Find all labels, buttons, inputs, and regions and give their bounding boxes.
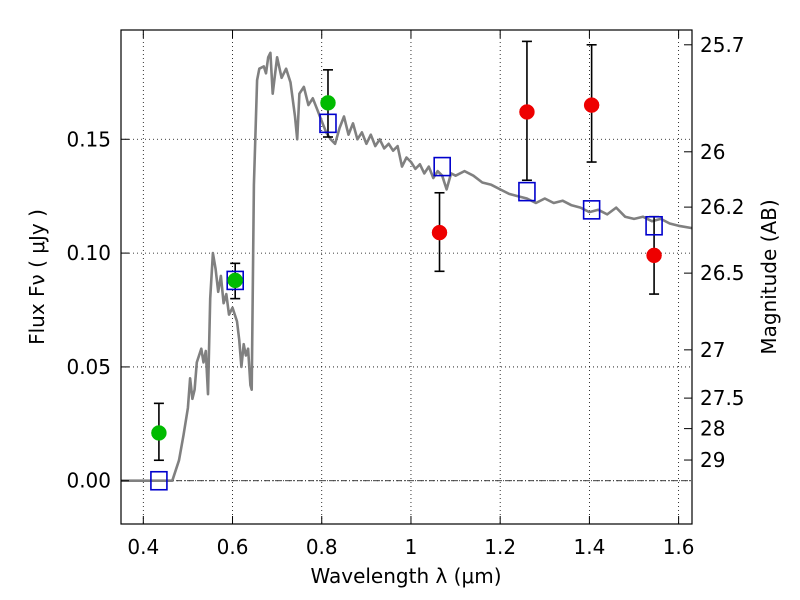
synthetic-flux-square [226, 270, 244, 291]
detection-point-green [320, 95, 336, 111]
x-axis-label: Wavelength λ (μm) [310, 564, 501, 588]
x-tick-label: 0.8 [306, 535, 338, 559]
synthetic-flux-square [433, 156, 451, 177]
y-tick-label: 0.00 [66, 469, 111, 493]
mag-tick-label: 28 [700, 417, 725, 441]
detection-point-red [519, 104, 535, 120]
detection-point-red [646, 247, 662, 264]
synthetic-flux-square [150, 470, 168, 491]
mag-tick-label: 26.2 [700, 195, 745, 219]
x-tick-label: 0.6 [217, 535, 249, 559]
x-tick-label: 1.2 [484, 535, 516, 559]
detection-point-red [431, 224, 448, 241]
ticks-layer: 0.4 0.6 0.8 1 1.2 1.4 1.6 0.00 0.05 0.10 0.15 25.7 2… [66, 30, 745, 559]
synthetic-photometry-layer [150, 113, 663, 491]
x-tick-label: 1 [405, 535, 418, 559]
mag-tick-label: 27.5 [700, 386, 745, 410]
y-tick-label: 0.05 [66, 355, 111, 379]
synthetic-flux-square [319, 113, 337, 134]
plot-frame [120, 29, 693, 525]
y-tick-label: 0.15 [66, 127, 111, 151]
observed-photometry-layer [151, 95, 662, 441]
y-tick-label: 0.10 [66, 241, 111, 265]
detection-point-green [227, 272, 243, 289]
synthetic-flux-square [645, 215, 663, 236]
mag-tick-label: 26.5 [700, 261, 745, 285]
synthetic-flux-square [518, 181, 536, 202]
x-tick-label: 1.4 [573, 535, 605, 559]
y2-axis-label: Magnitude (AB) [757, 199, 781, 354]
y-axis-label: Flux Fν ( μJy ) [25, 209, 49, 345]
synthetic-flux-square [582, 200, 601, 220]
x-tick-label: 1.6 [663, 535, 695, 559]
mag-tick-label: 26 [700, 140, 725, 164]
x-tick-label: 0.4 [127, 535, 159, 559]
mag-tick-label: 25.7 [700, 33, 745, 57]
detection-point-green [151, 425, 167, 441]
mag-tick-label: 29 [700, 448, 725, 472]
detection-point-red [583, 97, 600, 113]
mag-tick-label: 27 [700, 338, 725, 362]
